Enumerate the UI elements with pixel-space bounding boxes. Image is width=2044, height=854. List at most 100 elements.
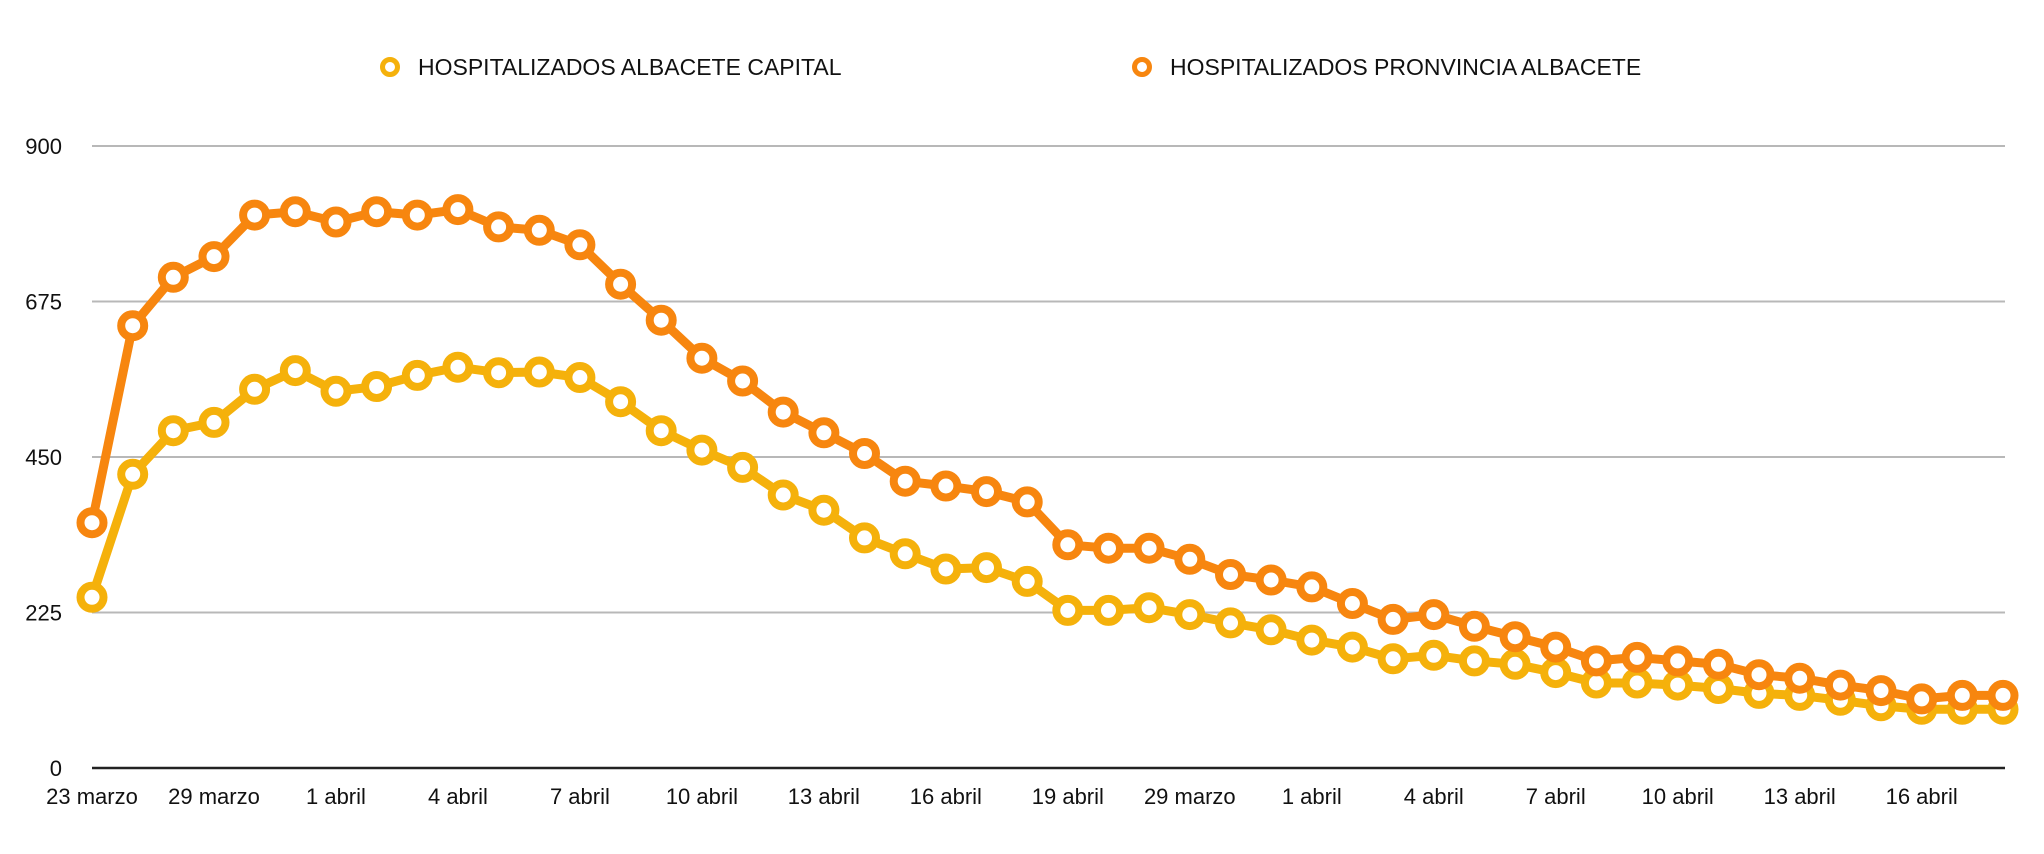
data-point (1418, 639, 1450, 671)
data-point (1702, 673, 1734, 704)
data-point (320, 375, 352, 407)
data-point (76, 507, 108, 539)
data-point (1540, 657, 1572, 689)
data-point (1865, 675, 1897, 707)
x-axis-ticks: 23 marzo 29 marzo 1 abril 4 abril 7 abril 10 … (46, 784, 1958, 809)
data-point (1702, 648, 1734, 680)
y-tick-label: 450 (25, 445, 62, 470)
data-point (1296, 571, 1328, 603)
data-point (1662, 669, 1694, 701)
data-point (1662, 645, 1694, 677)
data-point (117, 458, 149, 490)
data-point (767, 396, 799, 428)
x-tick-label: 16 abril (910, 784, 982, 809)
x-tick-label: 10 abril (1642, 784, 1714, 809)
data-point (1458, 645, 1490, 677)
data-point (808, 417, 840, 449)
data-point (1052, 594, 1084, 626)
x-tick-label: 16 abril (1886, 784, 1958, 809)
data-point (1133, 592, 1165, 624)
data-point (1946, 679, 1978, 711)
data-point (564, 229, 596, 261)
data-point (645, 304, 677, 336)
data-point (523, 356, 555, 388)
data-point (645, 415, 677, 447)
data-point (930, 470, 962, 502)
data-point (605, 386, 637, 418)
data-point (442, 194, 474, 226)
y-tick-label: 225 (25, 601, 62, 626)
x-tick-label: 7 abril (1526, 784, 1586, 809)
data-point (686, 342, 718, 374)
data-point (279, 196, 311, 228)
data-point (361, 196, 393, 228)
data-point (401, 199, 433, 231)
y-tick-label: 675 (25, 290, 62, 315)
data-point (1458, 610, 1490, 642)
data-point (157, 261, 189, 293)
data-point (686, 434, 718, 466)
data-point (849, 522, 880, 554)
legend-marker-provincia (1132, 57, 1152, 77)
data-point (1174, 543, 1206, 575)
data-point (483, 357, 515, 389)
data-point (1499, 648, 1531, 680)
data-point (1093, 594, 1124, 626)
data-point (971, 552, 1002, 584)
data-point (320, 206, 352, 238)
legend-label-capital: HOSPITALIZADOS ALBACETE CAPITAL (418, 54, 842, 80)
data-point (1011, 565, 1043, 597)
data-point (1011, 486, 1043, 518)
data-point (239, 199, 271, 231)
data-point (1621, 667, 1653, 699)
x-tick-label: 13 abril (1764, 784, 1836, 809)
data-point (1093, 532, 1124, 564)
data-point (1418, 599, 1450, 631)
legend-marker-capital (380, 57, 400, 77)
x-tick-label: 29 marzo (1144, 784, 1236, 809)
data-point (401, 359, 433, 391)
y-tick-label: 900 (25, 134, 62, 159)
data-point (849, 438, 880, 469)
series-1 (76, 194, 2019, 715)
data-point (727, 451, 759, 483)
data-point (1255, 614, 1287, 646)
data-point (157, 415, 189, 447)
data-point (605, 268, 637, 300)
data-point (808, 494, 840, 526)
data-point (1133, 532, 1165, 564)
data-point (483, 211, 515, 243)
data-point (117, 310, 149, 342)
data-point (1743, 659, 1775, 691)
x-tick-label: 19 abril (1032, 784, 1104, 809)
data-point (564, 362, 596, 393)
data-point (1499, 621, 1531, 653)
legend: HOSPITALIZADOS ALBACETE CAPITAL HOSPITAL… (380, 54, 1641, 80)
data-point (767, 479, 799, 511)
legend-item-capital: HOSPITALIZADOS ALBACETE CAPITAL (380, 54, 842, 80)
data-point (889, 538, 921, 570)
data-point (1824, 669, 1856, 701)
data-point (1580, 645, 1612, 677)
data-point (279, 355, 311, 387)
data-point (442, 351, 474, 383)
series-layer (76, 194, 2019, 725)
data-point (930, 553, 962, 585)
legend-label-provincia: HOSPITALIZADOS PRONVINCIA ALBACETE (1170, 54, 1641, 80)
data-point (76, 581, 108, 613)
data-point (1540, 631, 1572, 663)
data-point (971, 476, 1002, 508)
data-point (1174, 599, 1206, 631)
x-tick-label: 4 abril (428, 784, 488, 809)
data-point (523, 214, 555, 246)
x-tick-label: 29 marzo (168, 784, 260, 809)
x-tick-label: 10 abril (666, 784, 738, 809)
data-point (239, 373, 271, 405)
data-point (198, 241, 230, 273)
data-point (1296, 624, 1328, 656)
y-tick-label: 0 (50, 756, 62, 781)
data-point (1336, 588, 1368, 619)
x-tick-label: 1 abril (306, 784, 366, 809)
data-point (1377, 603, 1409, 635)
